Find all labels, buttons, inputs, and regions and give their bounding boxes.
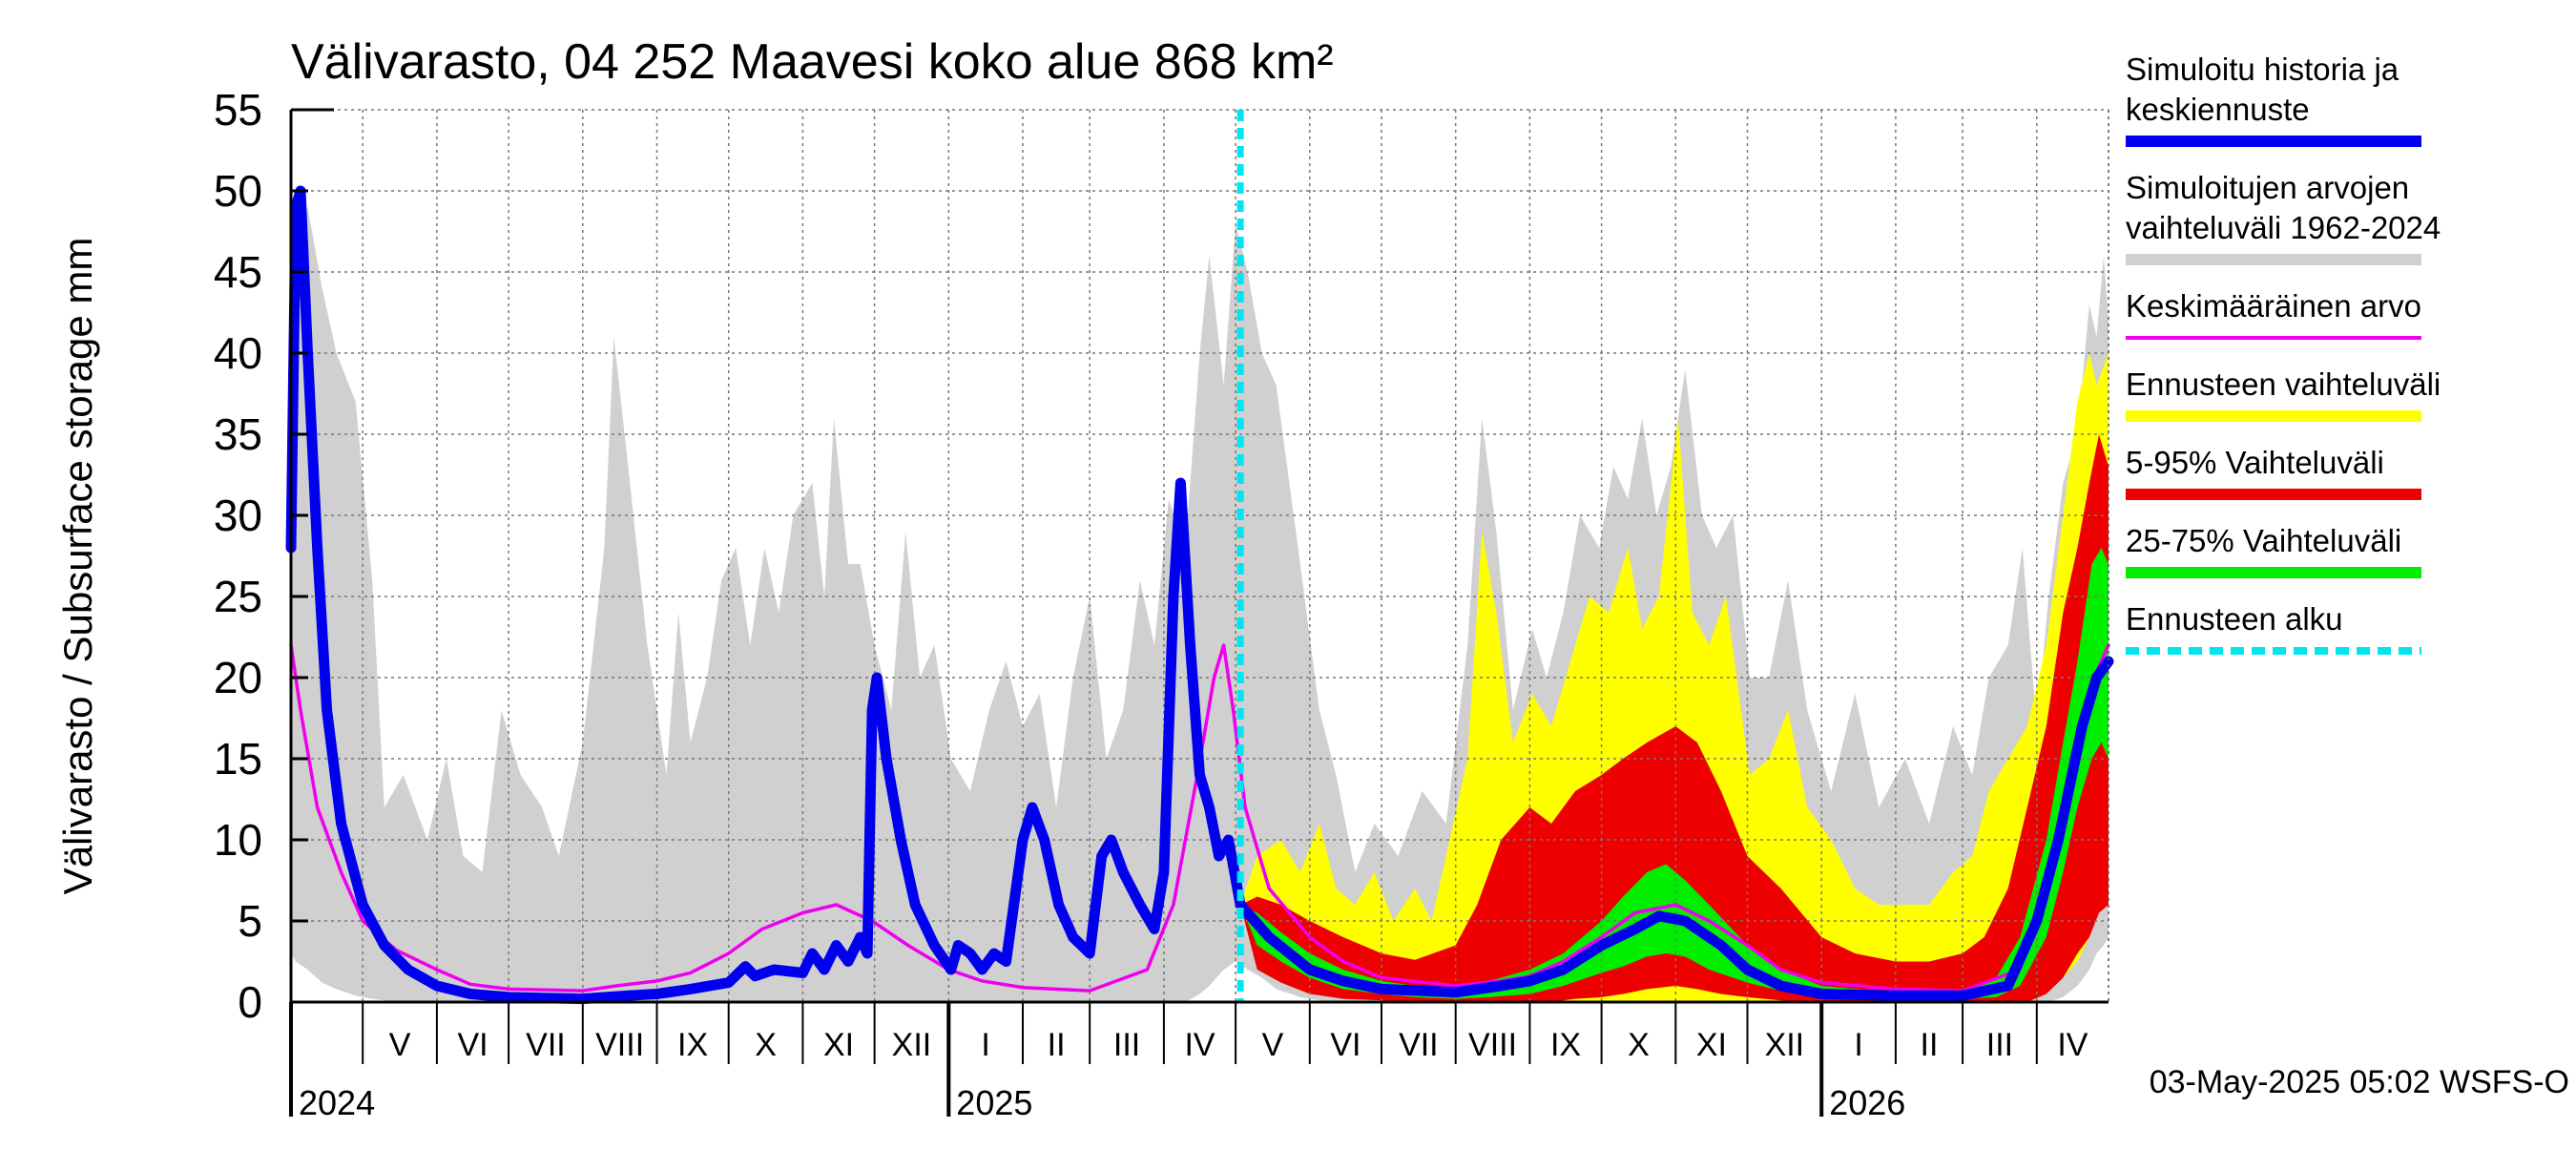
month-label: I [1854, 1027, 1862, 1063]
month-label: IV [1184, 1027, 1215, 1063]
month-label: II [1921, 1027, 1939, 1063]
month-label: IX [1550, 1027, 1581, 1063]
y-tick-label: 25 [214, 572, 262, 621]
legend-label: Simuloitujen arvojen [2126, 170, 2409, 205]
legend-label: Simuloitu historia ja [2126, 52, 2399, 87]
month-label: VI [457, 1027, 488, 1063]
month-label: V [389, 1027, 411, 1063]
legend-item-25-75-vaihteluvali: 25-75% Vaihteluväli [2126, 523, 2421, 578]
legend-label: Ennusteen alku [2126, 601, 2343, 637]
month-label: VII [526, 1027, 566, 1063]
year-label: 2025 [956, 1083, 1032, 1122]
legend-item-5-95-vaihteluvali: 5-95% Vaihteluväli [2126, 445, 2421, 500]
y-tick-label: 5 [238, 896, 262, 946]
legend-label: keskiennuste [2126, 92, 2310, 127]
month-label: V [1262, 1027, 1284, 1063]
legend-item-simuloitu-historia-ja-keskiennuste: Simuloitu historia ja keskiennuste [2126, 52, 2421, 147]
y-axis-label: Välivarasto / Subsurface storage mm [55, 238, 100, 895]
month-label: X [1628, 1027, 1650, 1063]
year-label: 2026 [1829, 1083, 1905, 1122]
month-label: VII [1399, 1027, 1439, 1063]
month-label: X [755, 1027, 777, 1063]
month-label: III [1113, 1027, 1140, 1063]
month-label: XII [892, 1027, 932, 1063]
y-tick-label: 15 [214, 734, 262, 784]
legend-label: vaihteluväli 1962-2024 [2126, 210, 2441, 245]
month-label: XI [1696, 1027, 1727, 1063]
month-label: VIII [595, 1027, 644, 1063]
month-label: II [1048, 1027, 1066, 1063]
legend-item-ennusteen-vaihteluvali: Ennusteen vaihteluväli [2126, 366, 2441, 422]
month-label: XII [1765, 1027, 1805, 1063]
y-tick-label: 30 [214, 491, 262, 540]
chart-title: Välivarasto, 04 252 Maavesi koko alue 86… [291, 34, 1334, 90]
legend-item-ennusteen-alku: Ennusteen alku [2126, 601, 2421, 655]
y-tick-label: 20 [214, 653, 262, 702]
y-tick-label: 45 [214, 247, 262, 297]
month-label: VI [1330, 1027, 1361, 1063]
legend-label: 25-75% Vaihteluväli [2126, 523, 2401, 558]
legend-item-keskimaarainen-arvo: Keskimääräinen arvo [2126, 288, 2421, 340]
y-tick-label: 50 [214, 166, 262, 216]
month-label: III [1986, 1027, 2013, 1063]
month-label: XI [823, 1027, 854, 1063]
y-tick-label: 55 [214, 85, 262, 135]
footer-timestamp: 03-May-2025 05:02 WSFS-O [2150, 1064, 2569, 1100]
y-tick-label: 10 [214, 815, 262, 865]
y-tick-label: 40 [214, 328, 262, 378]
month-label: IX [677, 1027, 708, 1063]
month-label: I [981, 1027, 989, 1063]
legend: Simuloitu historia jakeskiennusteSimuloi… [2126, 52, 2441, 655]
series-keskimaarainen-arvo [289, 643, 2110, 993]
legend-label: Keskimääräinen arvo [2126, 288, 2421, 324]
y-tick-label: 35 [214, 409, 262, 459]
y-tick-label: 0 [238, 977, 262, 1027]
series-simuloitu-historia-ja-keskiennuste [285, 185, 2114, 1005]
legend-item-simuloitujen-arvojen-vaihteluvali-1962-2024: Simuloitujen arvojen vaihteluväli 1962-20… [2126, 170, 2441, 265]
year-label: 2024 [299, 1083, 375, 1122]
month-label: VIII [1468, 1027, 1517, 1063]
month-label: IV [2057, 1027, 2088, 1063]
legend-label: Ennusteen vaihteluväli [2126, 366, 2441, 402]
gridlines [291, 109, 2109, 1002]
legend-label: 5-95% Vaihteluväli [2126, 445, 2384, 480]
